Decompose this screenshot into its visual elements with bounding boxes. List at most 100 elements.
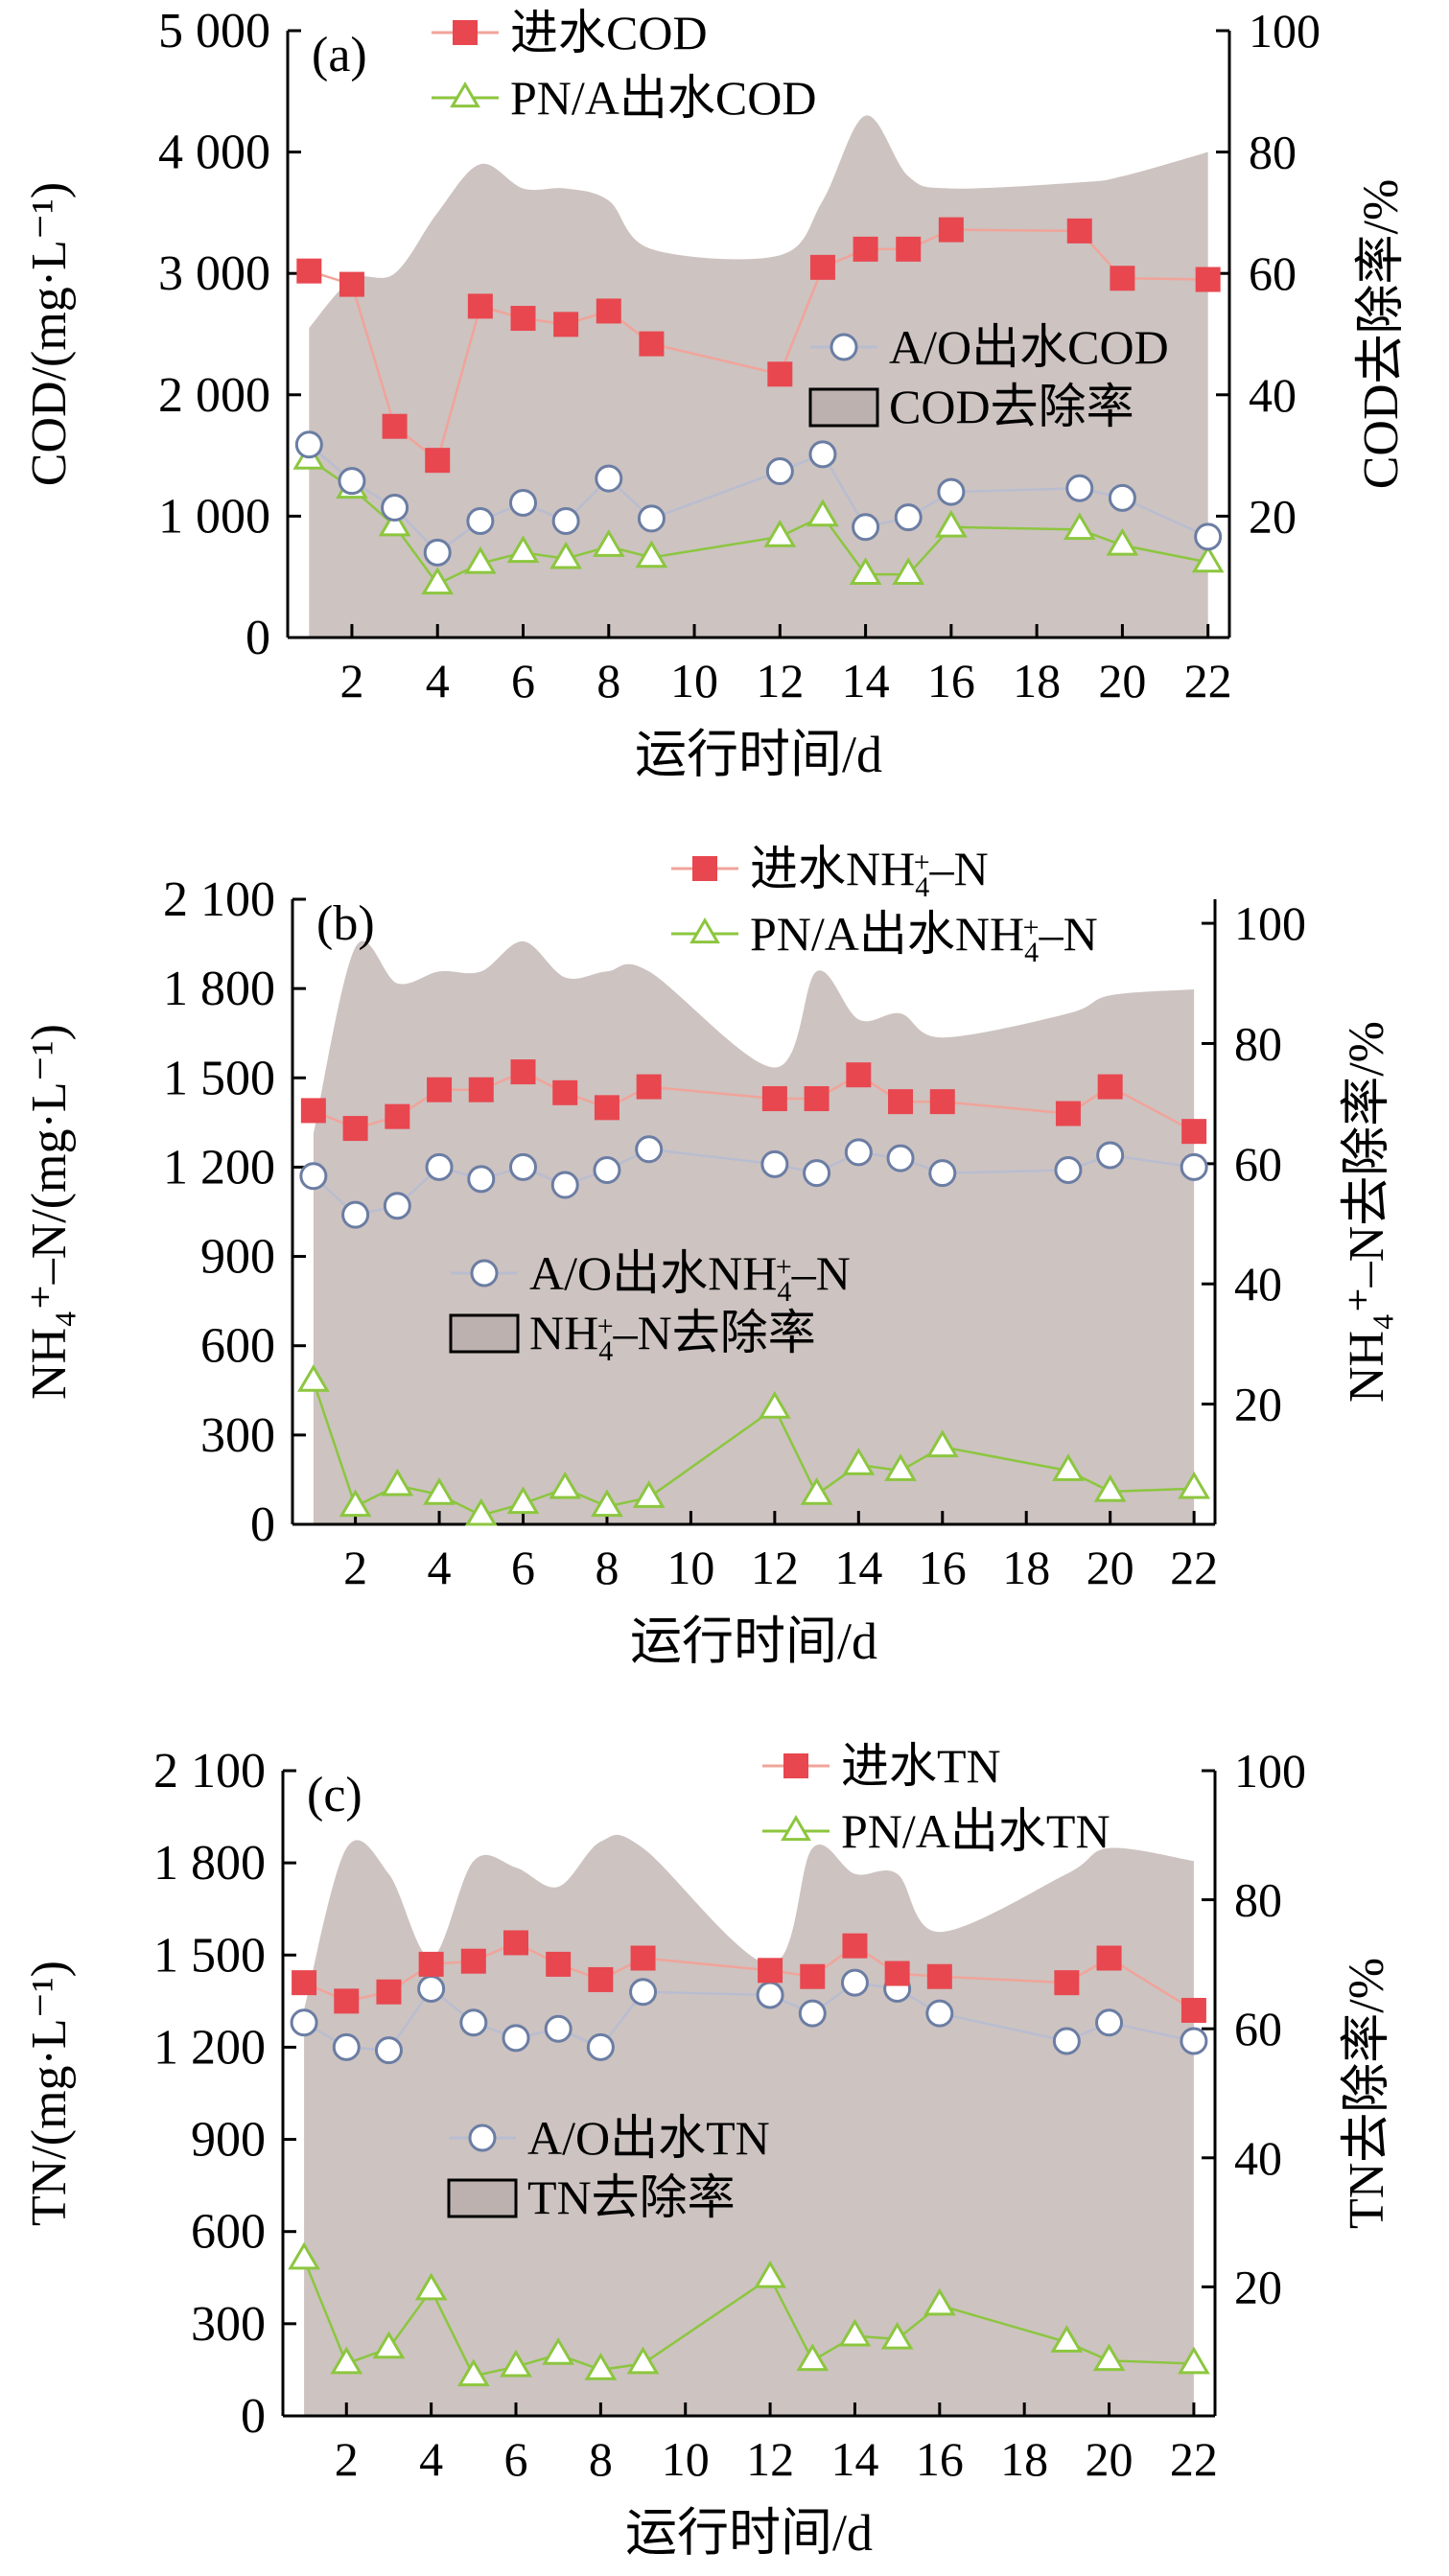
ao-data-point <box>586 2032 615 2061</box>
legend-ao-label: A/O出水COD <box>889 320 1169 374</box>
x-tick-label: 16 <box>916 2432 964 2486</box>
pna-data-point <box>592 529 625 557</box>
ao-data-point <box>925 1999 954 2028</box>
ao-data-point <box>637 504 666 533</box>
pna-data-point <box>1178 1471 1211 1499</box>
ao-data-point <box>299 1162 328 1191</box>
y-axis-title: NH₄⁺–N/(mg·L⁻¹) <box>22 1024 77 1400</box>
x-axis-title: 运行时间/d <box>625 2504 873 2562</box>
y-tick-label: 1 200 <box>153 2020 266 2075</box>
pna-data-point <box>414 2272 448 2301</box>
legend-area-swatch <box>449 1313 520 1354</box>
influent-data-point <box>761 1086 787 1112</box>
x-tick-label: 20 <box>1087 1541 1134 1594</box>
y2-tick-label: 60 <box>1234 1137 1282 1191</box>
y2-tick-label: 80 <box>1234 1016 1282 1070</box>
influent-data-point <box>385 1103 410 1129</box>
influent-data-point <box>1195 267 1221 292</box>
influent-data-point <box>588 1966 614 1992</box>
influent-data-point <box>842 1933 868 1959</box>
x-tick-label: 20 <box>1098 654 1146 708</box>
y-tick-label: 1 200 <box>163 1140 275 1195</box>
ao-data-point <box>1054 1156 1083 1185</box>
ao-data-point <box>417 1975 446 2004</box>
ao-data-point <box>595 464 623 493</box>
ao-data-point <box>593 1156 621 1185</box>
y-tick-label: 300 <box>191 2297 266 2352</box>
ao-data-point <box>502 2024 530 2053</box>
pna-data-point <box>925 1429 959 1458</box>
influent-data-point <box>552 1079 578 1105</box>
legend-ao-label: A/O出水NH4+–N <box>529 1246 851 1308</box>
influent-data-point <box>1055 1101 1081 1126</box>
legend-area-label-superscript: + <box>597 1311 614 1342</box>
pna-data-point <box>500 2349 532 2378</box>
legend-area-label-text: –N去除率 <box>613 1306 816 1359</box>
ao-data-point <box>341 1200 370 1229</box>
pna-data-point <box>842 1447 876 1475</box>
influent-data-point <box>503 1930 528 1956</box>
y2-tick-label: 20 <box>1234 1378 1282 1431</box>
chart-panel-a: 2 4 6 8 10 12 14 16 18 20 22 0 1 000 2 000 3 000 4 000 5… <box>22 4 1409 783</box>
ao-data-point <box>381 494 409 522</box>
y-axis-title: COD/(mg·L⁻¹) <box>22 182 77 486</box>
influent-data-point <box>767 361 793 387</box>
x-tick-label: 6 <box>511 1541 535 1594</box>
y-tick-label: 2 100 <box>153 1744 266 1799</box>
y2-tick-label: 100 <box>1249 4 1320 58</box>
influent-data-point <box>800 1963 826 1989</box>
panel-label: (a) <box>312 28 367 82</box>
y-tick-label: 1 500 <box>153 1928 266 1983</box>
x-tick-label: 22 <box>1184 654 1232 708</box>
pna-data-point <box>456 2358 490 2387</box>
ao-data-point <box>1194 522 1223 551</box>
pna-data-point <box>800 1476 833 1505</box>
legend-ao-label-superscript: + <box>776 1251 792 1283</box>
influent-data-point <box>460 1948 486 1974</box>
ao-data-point <box>928 1159 957 1188</box>
x-tick-label: 16 <box>927 654 975 708</box>
legend-area-swatch <box>447 2178 518 2218</box>
pna-data-point <box>1106 527 1139 556</box>
removal-rate-area <box>313 940 1195 1524</box>
legend-pna-marker <box>450 81 480 108</box>
legend-area-label: TN去除率 <box>527 2170 736 2224</box>
y-tick-label: 2 100 <box>163 872 275 927</box>
pna-data-point <box>464 1497 498 1526</box>
ao-data-point <box>840 1968 869 1997</box>
chart-panel-b: 2 4 6 8 10 12 14 16 18 20 22 0 300 600 900 1 200 1 500 1 … <box>22 842 1394 1670</box>
x-tick-label: 18 <box>1000 2432 1048 2486</box>
ao-data-point <box>937 477 966 506</box>
y-tick-label: 1 500 <box>163 1051 275 1105</box>
legend-area-label-subscript: 4 <box>598 1335 613 1367</box>
legend-influent-marker <box>783 1753 808 1778</box>
influent-data-point <box>418 1951 444 1977</box>
legend-area-label: COD去除率 <box>889 380 1134 433</box>
legend-area-label: NH4+–N去除率 <box>529 1306 816 1367</box>
ao-data-point <box>886 1144 915 1172</box>
influent-data-point <box>926 1963 952 1989</box>
pna-data-point <box>584 2352 618 2380</box>
legend-influent-label: 进水TN <box>841 1739 1001 1793</box>
pna-data-point <box>626 2346 660 2375</box>
pna-data-point <box>378 508 411 537</box>
x-axis-title: 运行时间/d <box>635 726 882 783</box>
x-tick-label: 14 <box>842 654 890 708</box>
influent-data-point <box>853 236 878 262</box>
influent-data-point <box>382 413 408 439</box>
legend-pna-marker <box>781 1815 811 1842</box>
x-tick-label: 14 <box>834 1541 882 1594</box>
y2-tick-label: 60 <box>1249 246 1297 300</box>
ao-data-point <box>459 2008 488 2037</box>
influent-data-point <box>1096 1945 1122 1971</box>
ao-data-point <box>1065 474 1094 502</box>
y2-axis-title: TN去除率/% <box>1340 1958 1394 2229</box>
pna-data-point <box>288 2241 320 2270</box>
pna-data-point <box>506 535 540 564</box>
influent-data-point <box>510 306 536 332</box>
ao-data-point <box>338 467 366 496</box>
x-tick-label: 18 <box>1013 654 1061 708</box>
influent-data-point <box>888 1089 914 1115</box>
y2-tick-label: 20 <box>1249 489 1297 543</box>
pna-data-point <box>1063 512 1096 541</box>
